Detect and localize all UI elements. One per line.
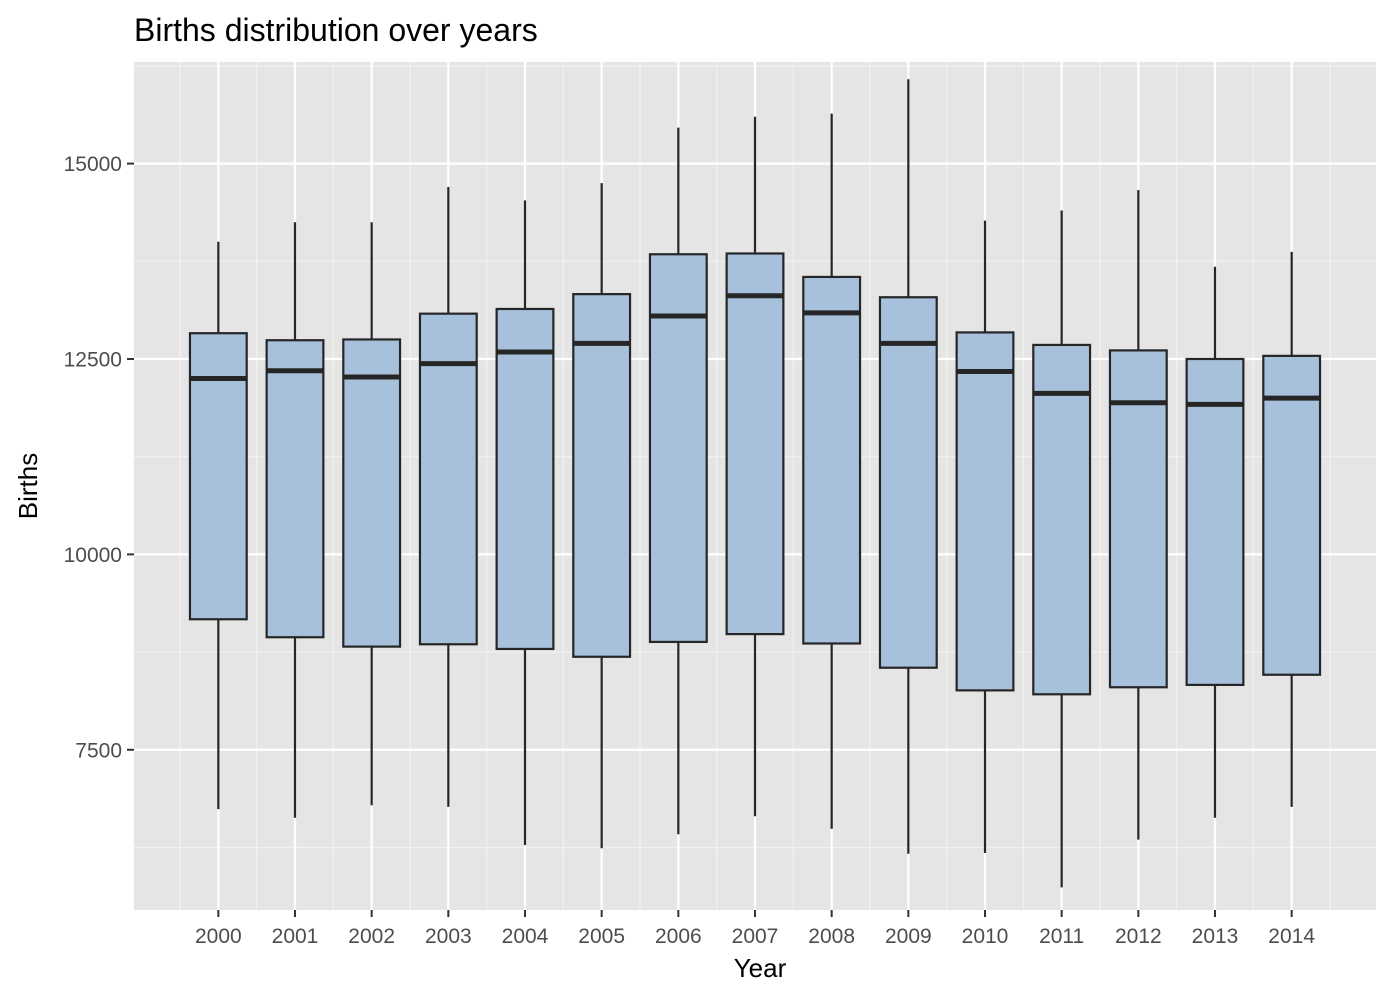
x-axis: 2000 2001 2002 2003 2004 2005 2006 2007 2008 2009… xyxy=(195,910,1315,948)
x-tick-label: 2009 xyxy=(885,925,932,948)
box-series xyxy=(188,79,1322,888)
y-axis: 7500 10000 12500 15000 xyxy=(64,153,134,762)
box-2009 xyxy=(878,79,938,854)
box-2008 xyxy=(802,113,862,829)
y-tick-label: 15000 xyxy=(64,153,122,176)
x-tick-label: 2002 xyxy=(348,925,395,948)
box-2002 xyxy=(342,222,402,806)
box-2011 xyxy=(1032,210,1092,888)
x-tick-label: 2004 xyxy=(502,925,549,948)
x-tick-label: 2006 xyxy=(655,925,702,948)
box-2012 xyxy=(1108,190,1168,840)
y-tick-label: 10000 xyxy=(64,544,122,567)
x-tick-label: 2014 xyxy=(1268,925,1315,948)
x-tick-label: 2001 xyxy=(272,925,319,948)
box-2001 xyxy=(265,222,325,818)
x-tick-label: 2013 xyxy=(1192,925,1239,948)
x-tick-label: 2007 xyxy=(732,925,779,948)
box-body-2003 xyxy=(418,312,478,646)
box-body-2012 xyxy=(1108,349,1168,689)
box-body-2002 xyxy=(342,338,402,648)
box-body-2014 xyxy=(1262,354,1322,676)
box-body-2001 xyxy=(265,339,325,639)
box-2003 xyxy=(418,187,478,807)
y-tick-label: 12500 xyxy=(64,348,122,371)
box-body-2013 xyxy=(1185,357,1245,687)
box-2006 xyxy=(648,127,708,835)
x-tick-label: 2010 xyxy=(962,925,1009,948)
box-2004 xyxy=(495,200,555,846)
box-body-2005 xyxy=(572,293,632,658)
x-tick-label: 2003 xyxy=(425,925,472,948)
minor-gridlines xyxy=(134,62,1376,910)
box-body-2009 xyxy=(878,296,938,669)
box-2010 xyxy=(955,220,1015,853)
chart-title: Births distribution over years xyxy=(134,12,538,48)
box-body-2011 xyxy=(1032,343,1092,696)
x-tick-label: 2000 xyxy=(195,925,242,948)
y-tick-label: 7500 xyxy=(75,739,122,762)
x-tick-label: 2008 xyxy=(808,925,855,948)
x-tick-label: 2005 xyxy=(578,925,625,948)
box-body-2008 xyxy=(802,275,862,645)
box-2014 xyxy=(1262,251,1322,807)
box-2007 xyxy=(725,116,785,817)
box-2000 xyxy=(188,241,248,810)
box-2013 xyxy=(1185,266,1245,818)
box-body-2007 xyxy=(725,252,785,636)
box-body-2006 xyxy=(648,253,708,644)
x-axis-title: Year xyxy=(734,953,787,983)
box-body-2004 xyxy=(495,307,555,651)
box-2005 xyxy=(572,183,632,849)
box-body-2010 xyxy=(955,331,1015,692)
x-tick-label: 2011 xyxy=(1039,925,1084,948)
x-tick-label: 2012 xyxy=(1115,925,1162,948)
y-axis-title: Births xyxy=(13,453,43,519)
